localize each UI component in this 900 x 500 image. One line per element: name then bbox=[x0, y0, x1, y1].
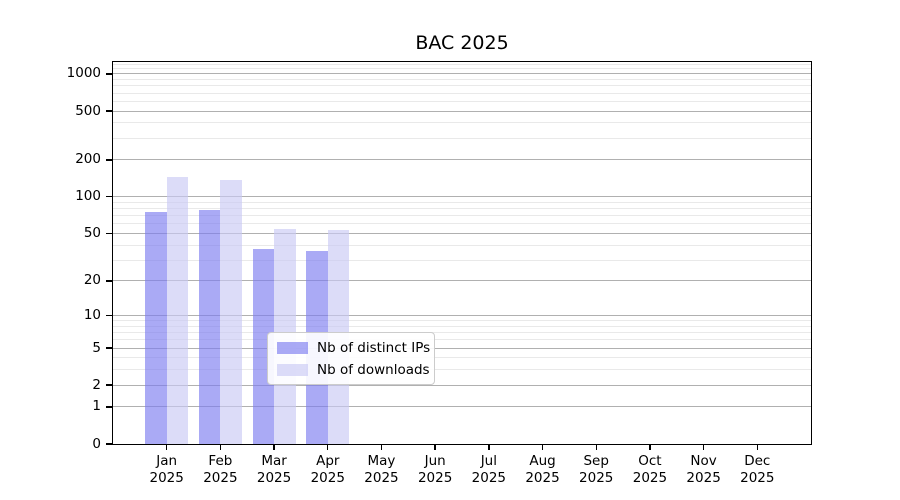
x-tick-mark bbox=[380, 445, 383, 450]
legend: Nb of distinct IPs Nb of downloads bbox=[267, 332, 435, 385]
chart-title: BAC 2025 bbox=[415, 32, 509, 54]
y-tick-mark bbox=[106, 73, 112, 75]
y-tick-label: 5 bbox=[92, 339, 101, 356]
gridline-minor bbox=[113, 100, 811, 102]
gridline-minor bbox=[113, 339, 811, 341]
x-tick-mark bbox=[273, 445, 275, 450]
x-tick-label: Feb 2025 bbox=[203, 453, 238, 486]
bar-distinct-ips-feb bbox=[198, 209, 221, 444]
gridline-minor bbox=[113, 201, 811, 203]
gridline-minor bbox=[113, 137, 811, 139]
gridline-major bbox=[113, 196, 811, 198]
y-tick-label: 100 bbox=[75, 188, 101, 205]
gridline-major bbox=[113, 232, 811, 234]
gridline-minor bbox=[113, 79, 811, 81]
x-tick-mark bbox=[327, 445, 329, 450]
y-tick-label: 500 bbox=[75, 102, 101, 119]
gridline-minor bbox=[113, 85, 811, 87]
gridline-minor bbox=[113, 369, 811, 371]
y-tick-label: 1000 bbox=[66, 65, 101, 82]
gridline-major bbox=[113, 347, 811, 349]
gridline-major bbox=[113, 384, 811, 386]
bar-downloads-jan bbox=[166, 177, 189, 444]
x-tick-label: Nov 2025 bbox=[686, 453, 721, 486]
x-tick-label: Oct 2025 bbox=[632, 453, 668, 486]
legend-item-downloads: Nb of downloads bbox=[277, 360, 430, 379]
gridline-minor bbox=[113, 320, 811, 322]
gridline-minor bbox=[113, 63, 811, 65]
bar-distinct-ips-jan bbox=[145, 212, 167, 444]
gridline-minor bbox=[113, 259, 811, 261]
y-tick-mark bbox=[106, 314, 112, 317]
x-tick-mark bbox=[434, 445, 436, 450]
x-tick-mark bbox=[595, 445, 597, 450]
y-tick-label: 10 bbox=[83, 307, 101, 324]
x-tick-label: Dec 2025 bbox=[740, 453, 775, 486]
gridline-minor bbox=[113, 92, 811, 94]
legend-label-distinct-ips: Nb of distinct IPs bbox=[317, 339, 431, 356]
x-tick-label: Apr 2025 bbox=[310, 453, 345, 486]
y-tick-mark bbox=[106, 232, 112, 235]
x-tick-label: May 2025 bbox=[364, 453, 399, 486]
gridline-major bbox=[113, 280, 811, 282]
y-tick-mark bbox=[106, 406, 112, 408]
gridline-minor bbox=[113, 122, 811, 124]
y-tick-mark bbox=[106, 280, 112, 282]
x-tick-label: Jul 2025 bbox=[471, 453, 507, 486]
gridline-minor bbox=[113, 223, 811, 225]
gridline-minor bbox=[113, 357, 811, 359]
gridline-major bbox=[113, 315, 811, 317]
gridline-minor bbox=[113, 325, 811, 327]
x-tick-mark bbox=[488, 445, 490, 450]
bar-distinct-ips-mar bbox=[252, 249, 275, 444]
y-tick-label: 0 bbox=[92, 435, 101, 452]
y-tick-label: 20 bbox=[83, 272, 101, 289]
y-tick-mark bbox=[106, 196, 112, 198]
gridline-minor bbox=[113, 208, 811, 210]
y-tick-mark bbox=[106, 347, 112, 349]
gridline-minor bbox=[113, 332, 811, 334]
x-tick-mark bbox=[702, 445, 705, 450]
x-tick-label: Sep 2025 bbox=[579, 453, 614, 486]
x-tick-mark bbox=[219, 445, 222, 450]
bar-downloads-feb bbox=[220, 180, 242, 444]
y-tick-label: 2 bbox=[92, 376, 101, 393]
y-tick-mark bbox=[106, 159, 112, 161]
x-tick-label: Aug 2025 bbox=[525, 453, 560, 486]
gridline-major bbox=[113, 159, 811, 161]
legend-item-distinct-ips: Nb of distinct IPs bbox=[277, 338, 430, 357]
x-tick-label: Jan 2025 bbox=[149, 453, 184, 486]
gridline-major bbox=[113, 110, 811, 112]
x-tick-mark bbox=[756, 445, 758, 450]
y-tick-label: 1 bbox=[92, 398, 101, 415]
x-tick-mark bbox=[541, 445, 544, 450]
x-tick-label: Jun 2025 bbox=[417, 453, 453, 486]
legend-label-downloads: Nb of downloads bbox=[317, 361, 430, 378]
y-tick-label: 200 bbox=[75, 151, 101, 168]
gridline-major bbox=[113, 406, 811, 408]
y-tick-label: 50 bbox=[83, 224, 101, 241]
gridline-minor bbox=[113, 215, 811, 217]
x-tick-label: Mar 2025 bbox=[256, 453, 292, 486]
legend-swatch-downloads bbox=[277, 363, 308, 376]
y-tick-mark bbox=[106, 384, 112, 386]
y-tick-mark bbox=[106, 443, 112, 445]
legend-swatch-distinct-ips bbox=[277, 341, 308, 354]
gridline-minor bbox=[113, 244, 811, 246]
gridline-major bbox=[113, 73, 811, 75]
gridline-minor bbox=[113, 68, 811, 70]
x-tick-mark bbox=[165, 445, 168, 450]
plot-area: 0 1 2 5 10 20 50 100 200 500 1000 Jan 2025 Feb 2025 M… bbox=[67, 61, 812, 486]
y-tick-mark bbox=[106, 110, 112, 112]
x-tick-mark bbox=[649, 445, 651, 450]
